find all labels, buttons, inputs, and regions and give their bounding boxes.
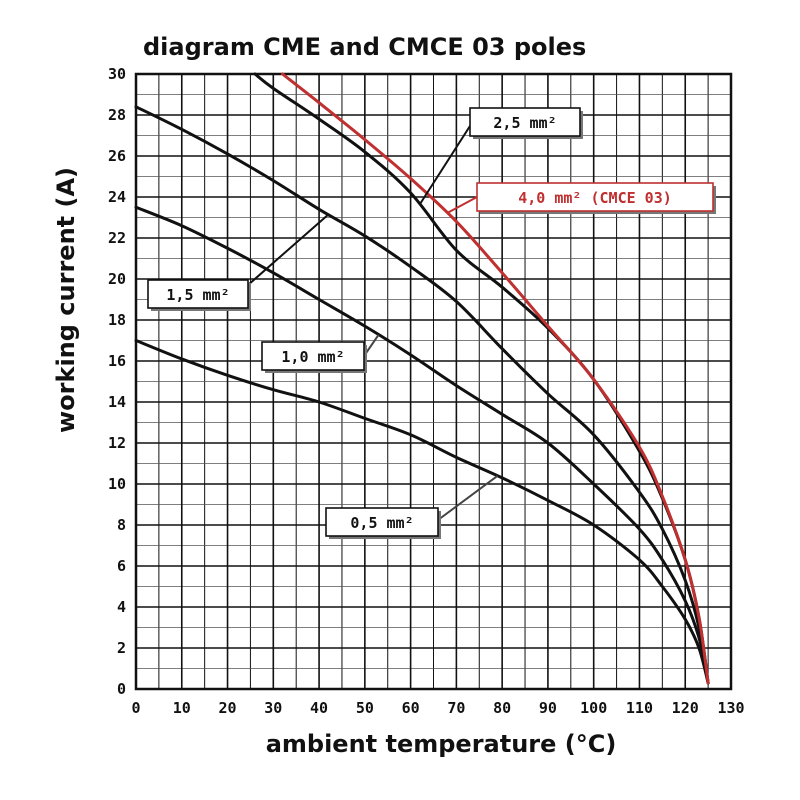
annotation-box	[261, 341, 365, 371]
y-tick-label: 28	[108, 106, 126, 124]
x-tick-label: 130	[717, 699, 744, 717]
annotation-label: 1,5 mm²	[166, 286, 229, 304]
x-axis-ticks: 0 10 20 30 40 50 60 70 80 90 100 110 120 130	[131, 699, 744, 717]
x-axis-label: ambient temperature (°C)	[266, 730, 617, 758]
x-tick-label: 20	[219, 699, 237, 717]
x-tick-label: 120	[672, 699, 699, 717]
y-tick-label: 6	[117, 557, 126, 575]
annotation-leader	[437, 474, 499, 521]
x-tick-label: 60	[402, 699, 420, 717]
x-tick-label: 30	[264, 699, 282, 717]
y-tick-label: 0	[117, 680, 126, 698]
minor-grid	[136, 74, 731, 689]
y-tick-label: 4	[117, 598, 126, 616]
y-tick-label: 20	[108, 270, 126, 288]
x-tick-label: 0	[131, 699, 140, 717]
annotation-label: 1,0 mm²	[281, 348, 344, 366]
annotation-label: 4,0 mm² (CMCE 03)	[518, 189, 672, 207]
y-tick-label: 12	[108, 434, 126, 452]
y-tick-label: 30	[108, 65, 126, 83]
annotation-box	[325, 507, 439, 537]
annotation-label: 2,5 mm²	[493, 114, 556, 132]
y-axis-label: working current (A)	[52, 167, 80, 433]
y-tick-label: 26	[108, 147, 126, 165]
annotation-box	[476, 182, 714, 212]
series-line-0	[134, 339, 710, 685]
y-tick-label: 2	[117, 639, 126, 657]
x-tick-label: 50	[356, 699, 374, 717]
x-tick-label: 110	[626, 699, 653, 717]
y-tick-label: 8	[117, 516, 126, 534]
series-line-4	[280, 72, 710, 685]
series-lines	[134, 72, 710, 685]
y-tick-label: 14	[108, 393, 126, 411]
annotation-leader	[446, 196, 478, 214]
x-tick-label: 80	[493, 699, 511, 717]
series-annotations: 2,5 mm² 4,0 mm² (CMCE 03) 1,5 mm² 1,0 mm² 0,…	[147, 107, 716, 539]
annotation-box	[147, 279, 249, 309]
x-tick-label: 90	[539, 699, 557, 717]
plot-frame	[134, 72, 733, 691]
chart-title: diagram CME and CMCE 03 poles	[143, 33, 586, 61]
y-tick-label: 24	[108, 188, 126, 206]
y-tick-label: 18	[108, 311, 126, 329]
x-tick-label: 10	[173, 699, 191, 717]
series-line-1	[134, 205, 710, 685]
annotation-label: 0,5 mm²	[350, 514, 413, 532]
y-tick-label: 10	[108, 475, 126, 493]
annotation-leader	[247, 213, 329, 286]
x-tick-label: 70	[447, 699, 465, 717]
y-tick-label: 16	[108, 352, 126, 370]
series-line-2	[134, 105, 710, 685]
annotation-box	[469, 107, 581, 137]
x-tick-label: 100	[580, 699, 607, 717]
annotation-leader	[418, 125, 471, 205]
y-tick-label: 22	[108, 229, 126, 247]
x-tick-label: 40	[310, 699, 328, 717]
